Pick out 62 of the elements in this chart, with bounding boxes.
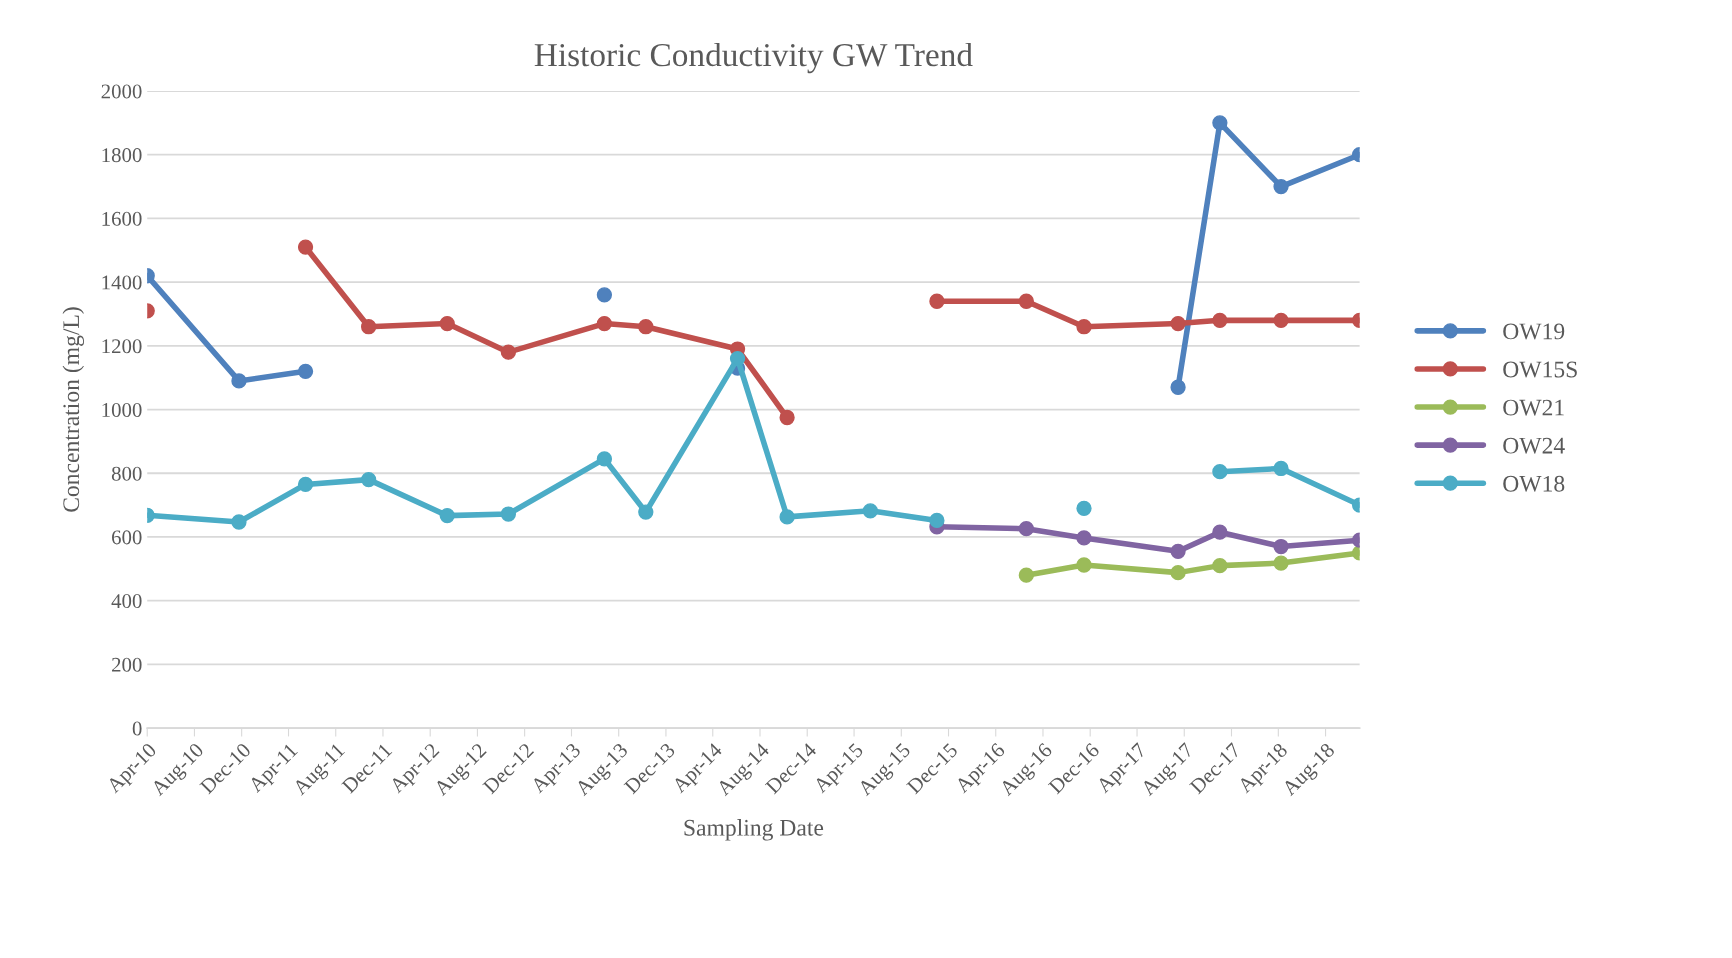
point xyxy=(1273,555,1289,571)
point xyxy=(1076,319,1092,335)
point xyxy=(439,507,455,524)
legend-label: OW19 xyxy=(1503,323,1565,340)
point xyxy=(1212,557,1228,574)
point xyxy=(1212,524,1228,540)
point xyxy=(1076,500,1092,516)
y-tick-label: 800 xyxy=(111,466,142,481)
point xyxy=(1076,530,1092,546)
point xyxy=(638,504,654,520)
point xyxy=(297,363,314,379)
point xyxy=(1018,293,1034,309)
point xyxy=(1170,564,1186,581)
legend-label: OW15S xyxy=(1503,361,1577,378)
y-tick-label: 1200 xyxy=(102,339,142,354)
point xyxy=(500,506,517,522)
point xyxy=(596,451,613,467)
legend-label: OW24 xyxy=(1503,437,1565,454)
point xyxy=(1170,379,1186,395)
y-tick-label: 2000 xyxy=(101,84,142,99)
point xyxy=(500,344,517,360)
point xyxy=(779,409,795,426)
y-tick-label: 400 xyxy=(111,594,142,609)
point xyxy=(929,512,945,529)
point xyxy=(231,514,247,530)
y-tick-label: 200 xyxy=(112,657,142,672)
legend-label: OW21 xyxy=(1503,399,1564,416)
point xyxy=(596,287,613,303)
point xyxy=(1170,543,1186,559)
y-tick-label: 1800 xyxy=(102,148,142,163)
point xyxy=(1076,557,1092,573)
point xyxy=(1273,460,1289,477)
point xyxy=(929,293,945,309)
point xyxy=(1273,538,1289,555)
point xyxy=(361,471,377,488)
y-tick-label: 600 xyxy=(112,530,142,545)
point xyxy=(1018,521,1034,537)
point xyxy=(361,319,377,335)
point xyxy=(1212,464,1228,480)
y-tick-label: 1000 xyxy=(102,402,142,417)
point xyxy=(729,350,746,367)
point xyxy=(1170,315,1186,332)
point xyxy=(1212,312,1228,328)
point xyxy=(1273,178,1289,195)
x-axis-title: Sampling Date xyxy=(684,819,824,841)
chart-title: Historic Conductivity GW Trend xyxy=(534,42,973,74)
point xyxy=(297,239,314,255)
point xyxy=(1018,567,1034,583)
y-tick-label: 0 xyxy=(132,721,142,736)
y-tick-label: 1400 xyxy=(102,275,142,290)
point xyxy=(779,509,795,525)
y-tick-label: 1600 xyxy=(102,211,142,226)
point xyxy=(297,476,314,493)
point xyxy=(1273,312,1289,328)
point xyxy=(1212,115,1228,131)
legend-label: OW18 xyxy=(1503,475,1565,492)
point xyxy=(596,315,613,332)
y-axis-title: Concentration (mg/L) xyxy=(62,307,85,512)
point xyxy=(638,319,654,335)
point xyxy=(862,503,878,519)
point xyxy=(439,315,455,332)
point xyxy=(231,373,247,389)
